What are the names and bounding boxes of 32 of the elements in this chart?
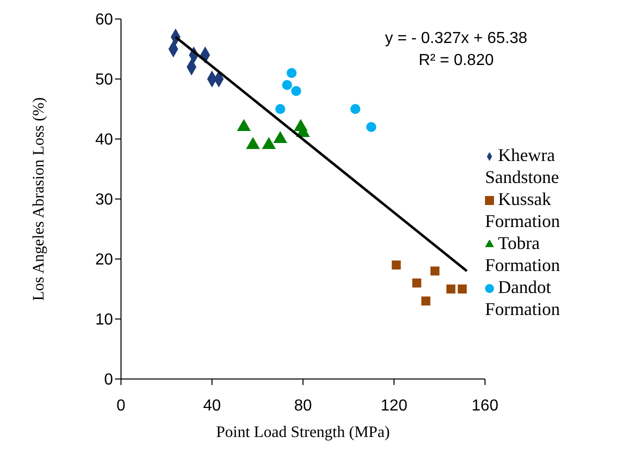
y-axis-title: Los Angeles Abrasion Loss (%) <box>30 97 48 301</box>
y-tick-label: 30 <box>95 192 114 209</box>
point <box>286 68 297 78</box>
x-tick-label: 160 <box>472 397 498 414</box>
x-tick-label: 40 <box>203 397 221 414</box>
legend-label: Kussak Formation <box>485 189 560 231</box>
x-axis-title: Point Load Strength (MPa) <box>216 424 390 441</box>
y-tick-label: 0 <box>104 372 114 389</box>
point <box>282 80 292 90</box>
y-tick-label: 40 <box>95 132 114 149</box>
x-tick-label: 80 <box>294 397 312 414</box>
y-tick-label: 60 <box>95 12 114 29</box>
point <box>291 86 302 96</box>
legend-label: Dandot Formation <box>485 277 560 319</box>
y-tick-label: 10 <box>95 312 114 329</box>
y-tick-label: 20 <box>95 252 114 269</box>
point <box>350 104 360 114</box>
y-tick-label: 50 <box>95 72 114 89</box>
annotation: R² = 0.820 <box>418 51 495 71</box>
point <box>421 296 430 306</box>
point <box>392 260 401 270</box>
point <box>366 122 376 132</box>
x-tick-label: 120 <box>380 397 408 414</box>
legend-label: Tobra Formation <box>485 233 560 275</box>
x-tick-label: 0 <box>116 397 126 414</box>
annotation: y = - 0.327x + 65.38 <box>385 29 528 49</box>
legend-label: Khewra Sandstone <box>485 145 559 187</box>
point <box>275 104 286 114</box>
point <box>412 278 422 288</box>
point <box>430 266 440 276</box>
point <box>446 284 456 294</box>
point <box>458 284 467 294</box>
